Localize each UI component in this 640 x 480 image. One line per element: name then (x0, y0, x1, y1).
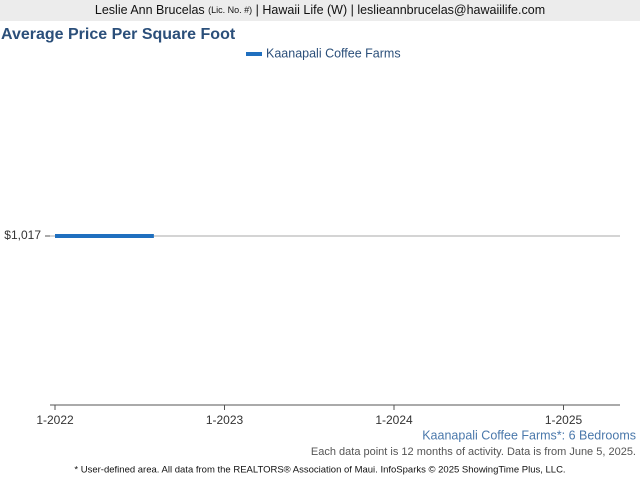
note: Each data point is 12 months of activity… (311, 446, 636, 458)
footer: * User-defined area. All data from the R… (74, 465, 565, 476)
header-bar (0, 0, 640, 21)
x-tick-label: 1-2025 (545, 413, 583, 427)
header-name: Leslie Ann Brucelas (95, 3, 205, 17)
y-tick-label: $1,017 (4, 228, 41, 242)
subtitle: Kaanapali Coffee Farms*: 6 Bedrooms (422, 428, 636, 442)
legend-swatch (246, 52, 262, 56)
chart-title: Average Price Per Square Foot (1, 26, 236, 43)
header: Leslie Ann Brucelas (Lic. No. #) | Hawai… (95, 3, 545, 17)
header-rest: | Hawaii Life (W) | leslieannbrucelas@ha… (256, 3, 545, 17)
x-tick-label: 1-2024 (375, 413, 413, 427)
x-tick-label: 1-2022 (36, 413, 74, 427)
header-license: (Lic. No. #) (208, 5, 252, 15)
legend-label: Kaanapali Coffee Farms (266, 46, 401, 60)
x-tick-label: 1-2023 (206, 413, 244, 427)
